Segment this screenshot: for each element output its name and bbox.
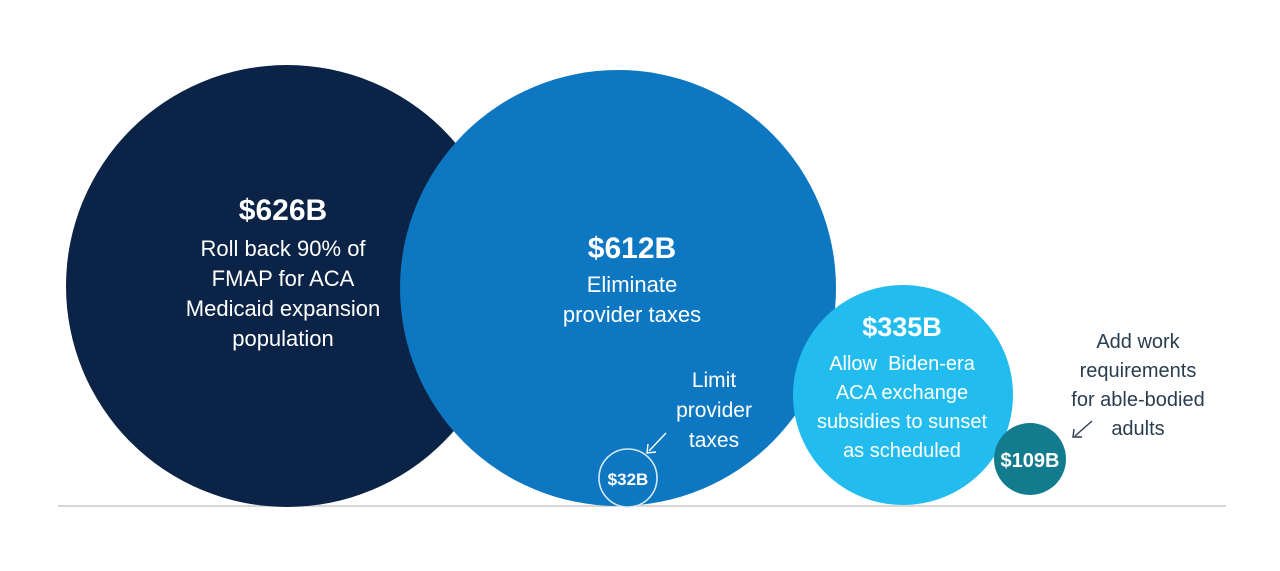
- bubble-limit-provider-value: $32B: [608, 470, 649, 489]
- callout-work-line-4: adults: [1111, 418, 1164, 440]
- callout-work-arrow-head: [1072, 428, 1082, 438]
- bubble-provider-label-line-1: Eliminate: [587, 272, 677, 297]
- bubble-exchange-label-line-4: as scheduled: [843, 440, 961, 462]
- callout-limit-line-2: provider: [676, 399, 752, 422]
- bubble-exchange: [793, 285, 1013, 505]
- bubble-exchange-label-line-2: ACA exchange: [836, 382, 968, 404]
- bubble-provider: [400, 70, 836, 506]
- callout-limit-line-3: taxes: [689, 429, 739, 452]
- bubble-exchange-label-line-3: subsidies to sunset: [817, 411, 988, 433]
- callout-limit-arrow-head: [646, 443, 657, 454]
- bubble-fmap-value: $626B: [239, 194, 327, 227]
- callout-work-line-2: requirements: [1080, 360, 1197, 382]
- bubble-limit-provider: [598, 448, 658, 508]
- bubble-exchange-label-line-1: Allow Biden-era: [829, 353, 976, 375]
- bubble-fmap: [66, 65, 508, 507]
- callout-work-line-1: Add work: [1096, 331, 1180, 353]
- bubble-work: [994, 423, 1066, 495]
- callout-limit-line-1: Limit: [692, 369, 737, 392]
- bubble-fmap-label-line-4: population: [232, 326, 334, 351]
- callout-work-arrow: [1074, 420, 1093, 437]
- callout-limit-arrow: [648, 432, 667, 452]
- bubble-provider-label-line-2: provider taxes: [563, 302, 701, 327]
- bubble-exchange-value: $335B: [862, 312, 942, 342]
- bubble-provider-value: $612B: [588, 232, 676, 265]
- bubble-fmap-label-line-1: Roll back 90% of: [200, 236, 366, 261]
- bubble-work-value: $109B: [1001, 450, 1060, 472]
- bubble-fmap-label-line-2: FMAP for ACA: [212, 266, 355, 291]
- callout-work-line-3: for able-bodied: [1071, 389, 1204, 411]
- bubble-fmap-label-line-3: Medicaid expansion: [186, 296, 380, 321]
